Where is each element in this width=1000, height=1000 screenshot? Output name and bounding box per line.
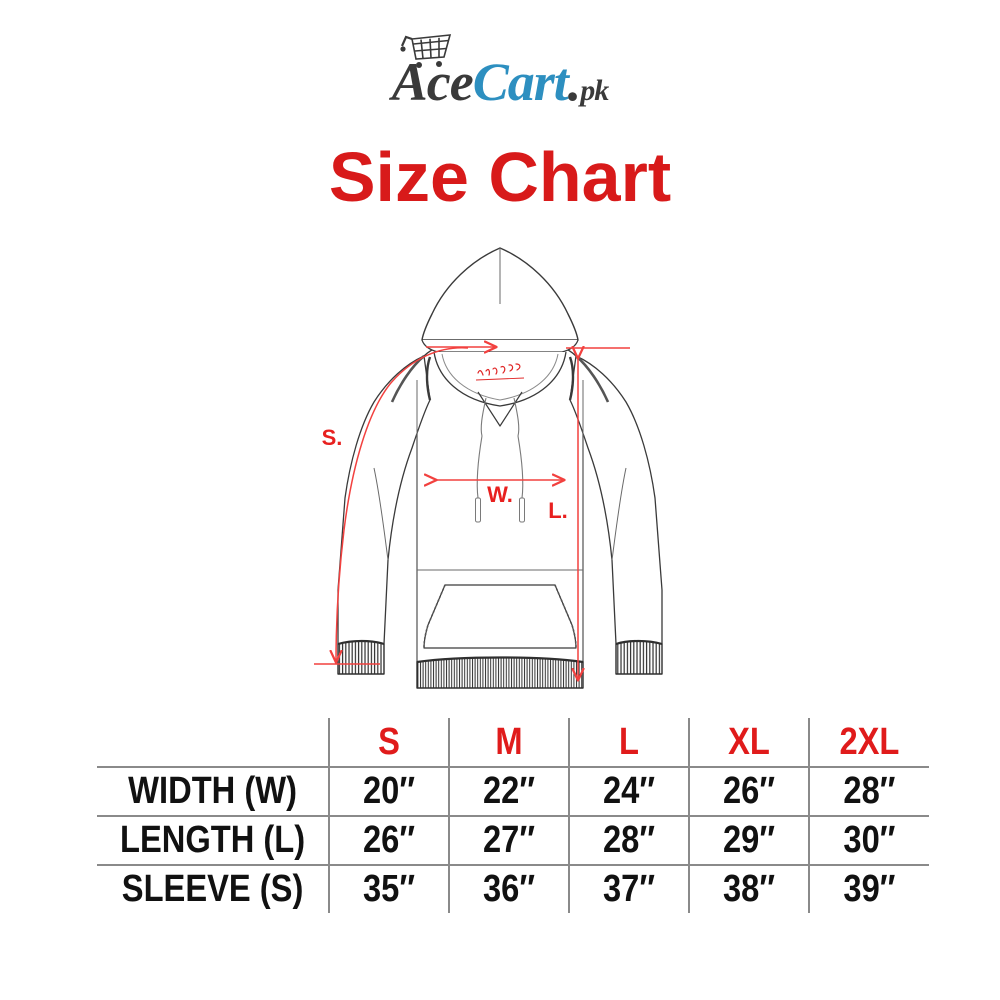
table-row-sleeve: SLEEVE (S) 35″ 36″ 37″ 38″ 39″ <box>97 865 929 913</box>
width-measure-label: W. <box>487 482 513 507</box>
cell-sleeve-2xl: 39″ <box>843 868 896 910</box>
cell-width-xl: 26″ <box>697 767 802 817</box>
size-header-l: L <box>577 718 682 768</box>
size-chart-table: S M L XL 2XL WIDTH (W) 20″ 22″ 24″ 26″ 2… <box>97 718 929 913</box>
page-title: Size Chart <box>328 138 672 216</box>
cell-length-2xl: 30″ <box>817 816 921 866</box>
cell-width-s: 20″ <box>337 767 442 817</box>
cell-length-xl: 29″ <box>697 816 802 866</box>
table-row-width: WIDTH (W) 20″ 22″ 24″ 26″ 28″ <box>97 767 929 817</box>
cell-sleeve-s: 35″ <box>337 865 442 913</box>
size-header-2xl: 2XL <box>817 718 921 768</box>
cell-width-2xl: 28″ <box>817 767 921 817</box>
cell-sleeve-m: 36″ <box>457 865 562 913</box>
table-corner-cell <box>113 718 314 768</box>
cell-length-m: 27″ <box>457 816 562 866</box>
logo-text-ace: Ace <box>391 52 474 112</box>
row-label-length: LENGTH (L) <box>113 816 314 866</box>
logo-text: AceCart.pk <box>391 52 610 112</box>
cell-width-l: 24″ <box>577 767 682 817</box>
table-row-length: LENGTH (L) 26″ 27″ 28″ 29″ 30″ <box>97 816 929 866</box>
sleeve-measure-line <box>314 347 469 665</box>
row-label-width: WIDTH (W) <box>113 767 314 817</box>
logo-wrap: AceCart.pk <box>391 34 610 112</box>
cell-length-l: 28″ <box>577 816 682 866</box>
size-header-s: S <box>337 718 442 768</box>
brand-script-watermark <box>475 363 525 381</box>
length-measure-label: L. <box>548 498 568 523</box>
size-header-m: M <box>457 718 562 768</box>
brand-logo: AceCart.pk <box>0 34 1000 116</box>
logo-text-dot: . <box>567 52 581 112</box>
shopping-cart-icon <box>400 34 451 68</box>
length-measure-line <box>566 348 630 680</box>
size-chart-table-wrap: S M L XL 2XL WIDTH (W) 20″ 22″ 24″ 26″ 2… <box>97 718 927 913</box>
logo-text-cart: Cart <box>472 52 569 112</box>
hoodie-outline <box>337 247 663 689</box>
sleeve-measure-label: S. <box>322 425 343 450</box>
hoodie-illustration: S. W. L. <box>300 230 700 700</box>
table-header-row: S M L XL 2XL <box>97 718 929 768</box>
cell-width-m: 22″ <box>457 767 562 817</box>
row-label-sleeve: SLEEVE (S) <box>113 865 314 913</box>
hoodie-technical-drawing-svg: S. W. L. <box>314 247 663 689</box>
logo-text-pk: pk <box>580 74 609 107</box>
cell-sleeve-l: 37″ <box>577 865 682 913</box>
measurement-annotations <box>314 347 630 680</box>
size-header-xl: XL <box>697 718 802 768</box>
cell-sleeve-xl: 38″ <box>697 865 802 913</box>
cell-length-s: 26″ <box>337 816 442 866</box>
